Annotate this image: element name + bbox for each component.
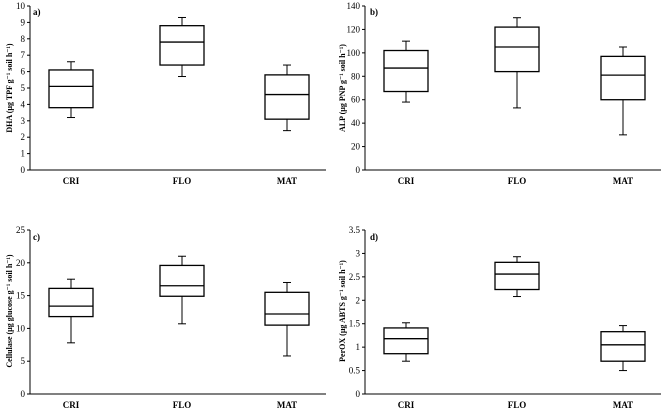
y-tick-label: 20 (351, 142, 361, 152)
box-iqr (383, 49, 429, 93)
y-axis-label: Cellulase (µg glucose g⁻¹ soil h⁻¹) (5, 254, 14, 368)
y-tick-label: 20 (16, 258, 26, 268)
box-iqr (600, 331, 646, 362)
box-iqr (494, 261, 540, 291)
y-tick-label: 3 (21, 116, 26, 126)
y-tick-label: 6 (21, 67, 26, 77)
box-iqr (383, 327, 429, 355)
y-tick-label: 120 (347, 24, 361, 34)
panel-label: c) (33, 232, 40, 242)
box-iqr (264, 74, 310, 120)
y-tick-label: 5 (21, 356, 26, 366)
y-axis-label: PerOX (µg ABTS g⁻¹ soil h⁻¹) (338, 260, 347, 362)
y-tick-label: 7 (21, 50, 26, 60)
y-tick-label: 60 (351, 95, 361, 105)
x-category-label: FLO (173, 176, 192, 186)
y-tick-label: 1.5 (349, 319, 361, 329)
box-iqr (48, 287, 94, 318)
box-iqr (48, 69, 94, 109)
x-category-label: MAT (277, 176, 297, 186)
y-tick-label: 4 (21, 99, 26, 109)
y-axis-label: ALP (µg PNP g⁻¹ soil h⁻¹) (338, 44, 347, 132)
y-axis-label: DHA (µg TPF g⁻¹ soil h⁻¹) (5, 43, 14, 133)
y-tick-label: 10 (16, 323, 26, 333)
y-tick-label: 3 (356, 248, 361, 258)
y-tick-label: 5 (21, 83, 26, 93)
y-tick-label: 2 (21, 132, 26, 142)
y-tick-label: 40 (351, 118, 361, 128)
y-tick-label: 80 (351, 71, 361, 81)
box-iqr (159, 25, 205, 66)
y-tick-label: 2.5 (349, 272, 361, 282)
x-category-label: CRI (398, 176, 415, 186)
x-category-label: CRI (63, 400, 80, 409)
x-category-label: FLO (508, 176, 527, 186)
box-iqr (494, 26, 540, 73)
panel-label: d) (370, 232, 378, 242)
y-tick-label: 140 (347, 1, 361, 11)
y-tick-label: 1 (21, 149, 26, 159)
panel-label: b) (370, 7, 378, 17)
y-tick-label: 25 (16, 225, 26, 235)
y-tick-label: 2 (356, 295, 361, 305)
box-iqr (600, 55, 646, 101)
x-category-label: MAT (613, 176, 633, 186)
x-category-label: FLO (173, 400, 192, 409)
y-tick-label: 9 (21, 17, 26, 27)
x-category-label: MAT (613, 400, 633, 409)
y-tick-label: 0 (21, 165, 26, 175)
x-category-label: CRI (63, 176, 80, 186)
y-tick-label: 8 (21, 34, 26, 44)
y-tick-label: 100 (347, 48, 361, 58)
x-category-label: MAT (277, 400, 297, 409)
y-tick-label: 15 (16, 291, 26, 301)
x-category-label: CRI (398, 400, 415, 409)
y-tick-label: 0 (356, 165, 361, 175)
box-iqr (264, 291, 310, 326)
y-tick-label: 0 (356, 389, 361, 399)
y-tick-label: 1 (356, 342, 361, 352)
y-tick-label: 10 (16, 1, 26, 11)
x-category-label: FLO (508, 400, 527, 409)
panel-label: a) (33, 7, 41, 17)
y-tick-label: 0.5 (349, 366, 361, 376)
y-tick-label: 3.5 (349, 225, 361, 235)
y-tick-label: 0 (21, 389, 26, 399)
box-iqr (159, 264, 205, 297)
